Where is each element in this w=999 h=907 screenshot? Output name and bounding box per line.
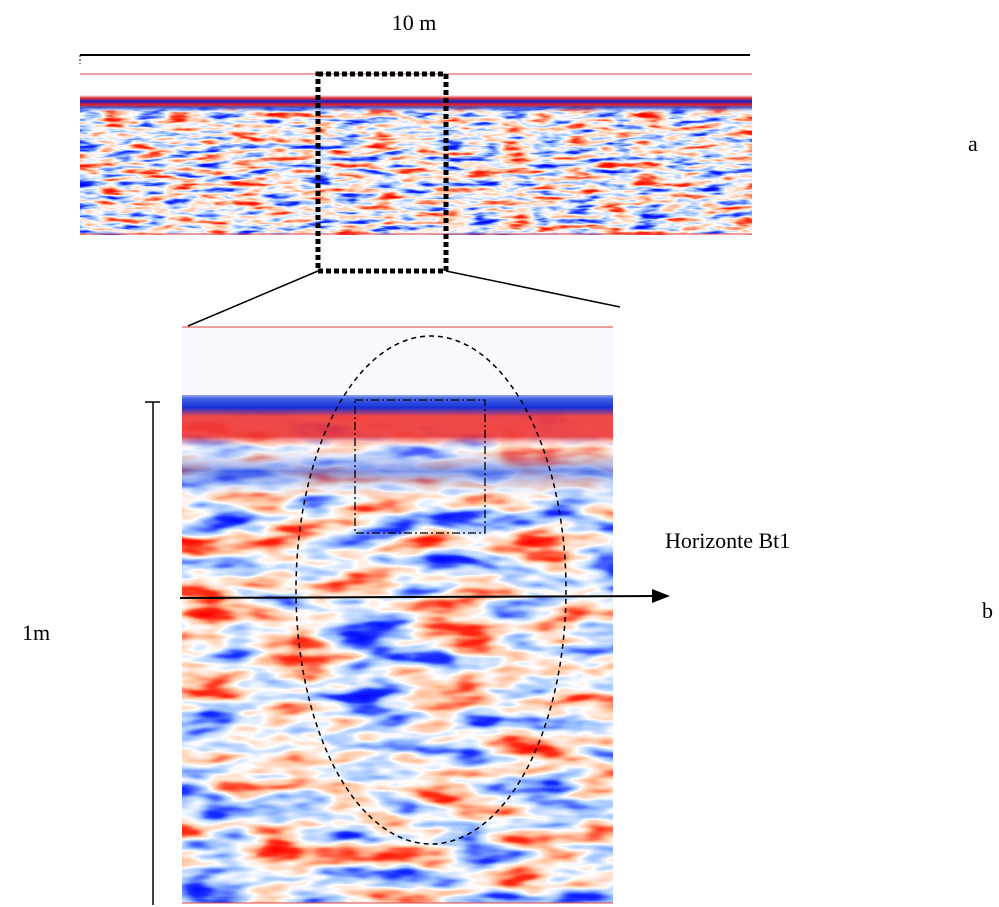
panel-label: b xyxy=(982,598,993,623)
panel-label: a xyxy=(968,131,978,156)
radargram-a xyxy=(80,73,752,235)
scale-label: 10 m xyxy=(392,10,437,35)
horizon-label: Horizonte Bt1 xyxy=(665,528,790,553)
zoom-box xyxy=(315,71,449,274)
dashed-ellipse xyxy=(295,335,567,845)
arrow-head xyxy=(652,589,670,603)
connector xyxy=(187,270,319,327)
dash-dot-box xyxy=(354,399,486,534)
connector xyxy=(445,270,621,308)
radargram-b xyxy=(182,326,613,904)
scale-label: 1m xyxy=(22,620,50,645)
horizon-arrow xyxy=(179,595,656,599)
